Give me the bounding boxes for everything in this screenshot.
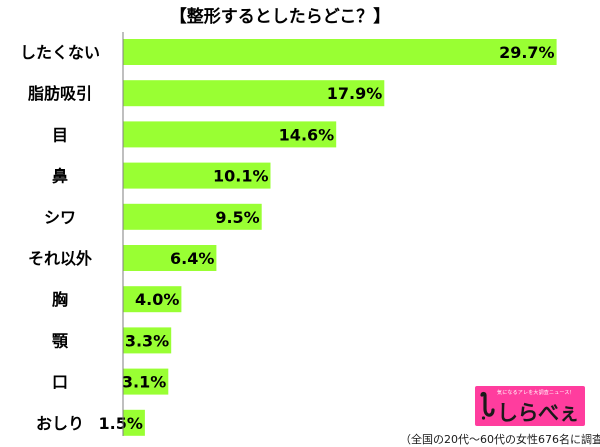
value-label-1: 17.9% [327, 84, 383, 103]
logo-mark-icon [480, 391, 495, 420]
footnote: （全国の20代～60代の女性676名に調査） [400, 433, 600, 446]
bar-5 [123, 245, 217, 271]
category-label-2: 目 [52, 125, 68, 144]
value-label-6: 4.0% [135, 290, 179, 309]
bar-8 [123, 368, 169, 395]
value-label-2: 14.6% [279, 125, 335, 144]
category-label-3: 鼻 [52, 167, 68, 186]
value-label-5: 6.4% [170, 249, 214, 268]
bar-1 [123, 80, 385, 107]
category-label-8: 口 [52, 373, 68, 392]
bar-7 [123, 327, 172, 354]
logo-name: しらべぇ [497, 401, 580, 425]
bars-layer: したくない 29.7% 脂肪吸引 17.9% 目 14.6% 鼻 10.1% シワ 9.5% それ以… [20, 39, 557, 436]
category-label-7: 顎 [52, 331, 69, 350]
bar-9 [123, 409, 145, 436]
value-label-3: 10.1% [213, 167, 269, 186]
bar-4 [123, 203, 262, 230]
value-label-4: 9.5% [215, 208, 259, 227]
category-label-6: 胸 [52, 290, 68, 309]
shirabee-logo: 気になるアレを大調査ニュース！ しらべぇ [475, 386, 585, 426]
bar-0 [123, 39, 557, 65]
bar-3 [123, 162, 271, 189]
value-label-0: 29.7% [499, 43, 555, 62]
category-label-1: 脂肪吸引 [28, 84, 92, 103]
category-label-0: したくない [20, 43, 100, 62]
value-label-9: 1.5% [99, 414, 143, 433]
category-label-9: おしり [36, 414, 84, 433]
chart-title: 【整形するとしたらどこ？】 [170, 6, 391, 27]
bar-6 [123, 286, 182, 313]
value-label-7: 3.3% [125, 331, 169, 350]
category-label-4: シワ [44, 208, 76, 227]
category-label-5: それ以外 [28, 249, 92, 268]
bar-2 [123, 121, 337, 148]
logo-tagline: 気になるアレを大調査ニュース！ [497, 390, 575, 396]
value-label-8: 3.1% [122, 373, 166, 392]
